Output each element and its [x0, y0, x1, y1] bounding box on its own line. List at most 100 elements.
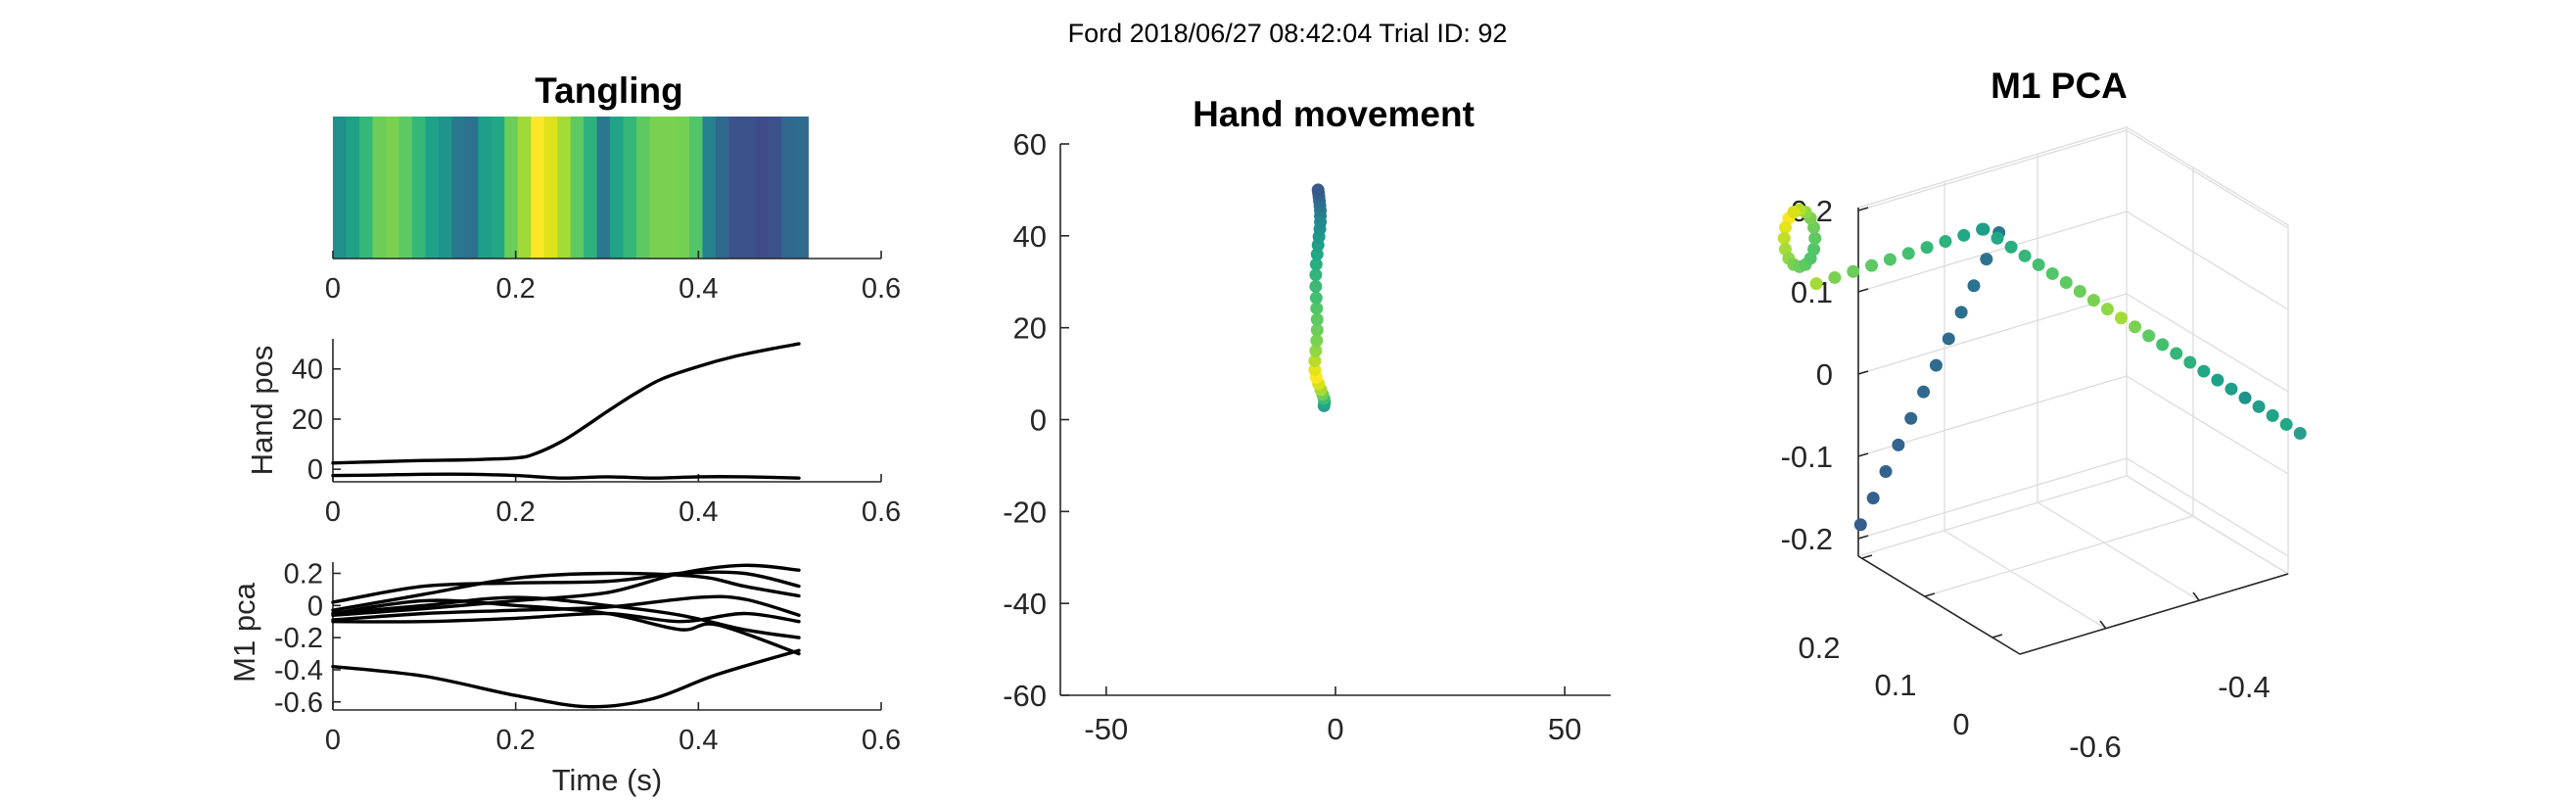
- tangling-cell: [794, 117, 809, 259]
- tangling-cell: [398, 117, 413, 259]
- m1-pca-3d-point: [2170, 347, 2183, 360]
- tangling-cell: [557, 117, 572, 259]
- tangling-cell: [623, 117, 637, 259]
- m1-pca-3d-point: [2059, 276, 2073, 290]
- hand-movement-point: [1309, 268, 1323, 282]
- m1-pca-3d-point: [1828, 270, 1842, 284]
- m1-pca-3d-point: [1991, 231, 2004, 245]
- hand-movement-point: [1310, 323, 1324, 337]
- hand-movement-y-tick-label: 60: [1013, 127, 1047, 162]
- hand-pos-x-tick-label: 0.6: [862, 496, 901, 528]
- m1-pca-3d-point: [1967, 279, 1981, 293]
- tangling-cell: [411, 117, 426, 259]
- hand-pos-series-line: [331, 342, 801, 465]
- m1-pca-3d-title: M1 PCA: [1991, 66, 2128, 106]
- m1-pca-3d-point: [1929, 358, 1943, 372]
- m1-pca-3d-point: [1883, 253, 1897, 266]
- hand-movement-axes: Hand movement -50 0 50 60 40 20 0 -20 -40 -60: [1003, 94, 1611, 746]
- m1-pca-3d-point: [1807, 242, 1821, 256]
- tangling-x-ticks: 0 0.2 0.4 0.6: [325, 251, 901, 305]
- m1-pca-3d-point: [1847, 264, 1860, 278]
- m1-pca-3d-points: [1777, 203, 2307, 532]
- tangling-x-tick-label: 0: [325, 273, 341, 305]
- tangling-cell: [333, 117, 348, 259]
- m1-pca-3d-point: [1808, 231, 1822, 245]
- m1-pca-3d-right-tick-label: -0.6: [2069, 730, 2121, 764]
- m1-pca-3d-point: [2032, 258, 2045, 271]
- m1-pca-3d-point: [2225, 382, 2238, 396]
- hand-pos-y-tick-label: 40: [292, 354, 323, 386]
- tangling-cell: [636, 117, 651, 259]
- m1-pca-3d-point: [1920, 241, 1934, 255]
- m1-pca-3d-point: [1901, 247, 1915, 260]
- tangling-cell: [438, 117, 452, 259]
- m1-pca-3d-point: [2073, 285, 2086, 299]
- tangling-cell: [570, 117, 585, 259]
- hand-movement-y-tick-label: 0: [1030, 403, 1047, 438]
- m1-pca-ticks: 0 0.2 0.4 0.60.20-0.2-0.4-0.6: [274, 558, 901, 756]
- m1-pca-3d-point: [1957, 228, 1971, 242]
- m1-pca-y-tick-label: 0: [307, 590, 323, 622]
- m1-pca-3d-point: [1853, 518, 1867, 532]
- hand-movement-point: [1309, 291, 1323, 305]
- m1-pca-3d-point: [1778, 220, 1792, 234]
- m1-pca-3d-right-tick-label: -0.4: [2218, 670, 2270, 704]
- hand-pos-x-tick-label: 0.2: [496, 496, 536, 528]
- hand-movement-point: [1310, 334, 1324, 348]
- hand-movement-point: [1310, 302, 1324, 315]
- m1-pca-3d-point: [1904, 411, 1918, 425]
- tangling-cell: [464, 117, 479, 259]
- m1-pca-3d-z-tick-label: -0.1: [1781, 440, 1833, 474]
- m1-pca-3d-point: [2142, 329, 2156, 343]
- tangling-cell: [715, 117, 730, 259]
- tangling-cell: [517, 117, 532, 259]
- tangling-axes: Tangling 0 0.2 0.4 0.6: [325, 71, 901, 305]
- m1-pca-3d-point: [2211, 373, 2225, 387]
- m1-pca-3d-point: [1939, 234, 1952, 248]
- m1-pca-lines: [331, 563, 801, 709]
- hand-movement-point: [1308, 354, 1322, 367]
- tangling-cell: [610, 117, 625, 259]
- m1-pca-y-tick-label: -0.4: [274, 655, 323, 686]
- m1-pca-3d-point: [2279, 417, 2293, 431]
- tangling-cell: [689, 117, 704, 259]
- m1-pca-x-tick-label: 0.2: [496, 725, 536, 756]
- m1-pca-3d-point: [2114, 311, 2128, 325]
- tangling-cell: [504, 117, 519, 259]
- m1-pca-series-line: [331, 563, 801, 617]
- hand-movement-x-tick-label: 0: [1327, 712, 1343, 746]
- tangling-cell: [781, 117, 796, 259]
- tangling-cell: [584, 117, 598, 259]
- m1-pca-3d-point: [1942, 332, 1955, 346]
- tangling-cell: [649, 117, 664, 259]
- m1-pca-series-line: [331, 570, 801, 604]
- tangling-title: Tangling: [535, 71, 682, 111]
- m1-pca-3d-left-tick-label: 0.2: [1798, 631, 1840, 665]
- hand-movement-point: [1311, 183, 1325, 197]
- hand-movement-point: [1308, 363, 1322, 377]
- tangling-heatmap: [333, 117, 809, 259]
- m1-pca-3d-point: [1917, 385, 1931, 399]
- tangling-cell: [425, 117, 440, 259]
- m1-pca-3d-point: [2238, 391, 2252, 404]
- hand-pos-axes: 0 0.2 0.4 0.6 0 20 40 Hand pos: [245, 339, 901, 528]
- tangling-cell: [372, 117, 387, 259]
- m1-pca-3d-point: [1976, 222, 1990, 236]
- m1-pca-3d-point: [2252, 400, 2266, 413]
- figure-suptitle: Ford 2018/06/27 08:42:04 Trial ID: 92: [1068, 19, 1508, 48]
- m1-pca-3d-z-tick-label: 0: [1816, 357, 1833, 392]
- m1-pca-3d-point: [2100, 303, 2114, 316]
- m1-pca-3d-point: [2018, 249, 2032, 262]
- m1-pca-3d-point: [1866, 492, 1880, 505]
- hand-pos-series-line: [331, 472, 801, 480]
- hand-pos-y-tick-label: 20: [292, 404, 323, 436]
- tangling-cell: [702, 117, 717, 259]
- m1-pca-3d-point: [1787, 206, 1801, 219]
- hand-movement-x-tick-label: -50: [1084, 712, 1128, 746]
- m1-pca-axes: 0 0.2 0.4 0.60.20-0.2-0.4-0.6 M1 pca Time (…: [227, 558, 901, 797]
- tangling-cell: [531, 117, 545, 259]
- m1-pca-3d-ticks: 0.20.10-0.1-0.20.20.10-0.4-0.6: [1781, 194, 2271, 764]
- m1-pca-x-tick-label: 0.6: [862, 725, 901, 756]
- tangling-cell: [663, 117, 678, 259]
- hand-movement-x-tick-label: 50: [1548, 712, 1581, 746]
